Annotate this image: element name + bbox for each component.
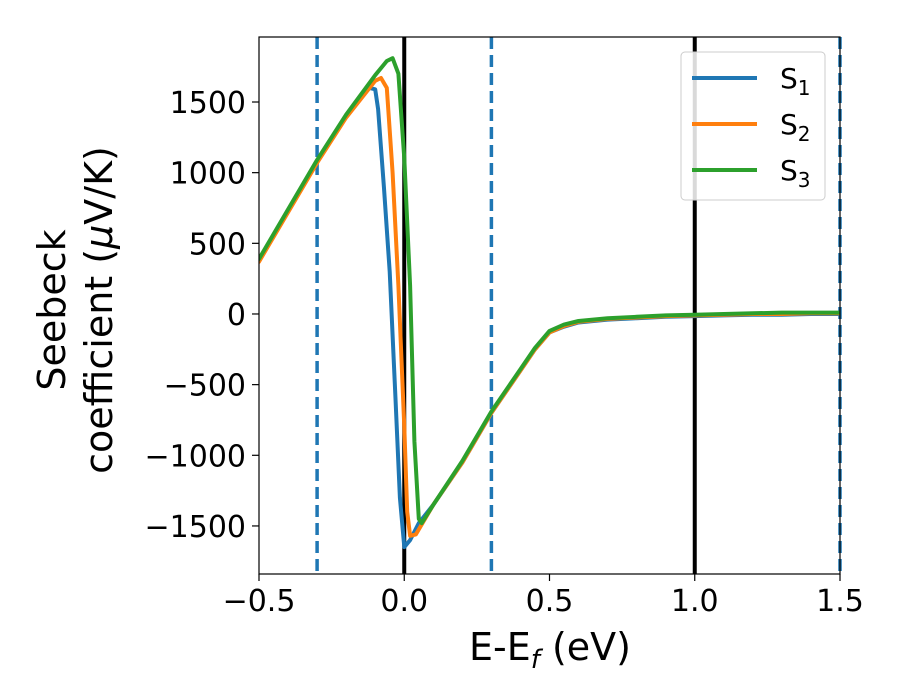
- y-tick-label: 500: [189, 227, 246, 262]
- y-tick-label: −1500: [145, 510, 246, 545]
- y-axis-title-line1: Seebeck: [30, 229, 74, 390]
- y-tick-label: −500: [164, 369, 246, 404]
- y-axis-ticks: −1500 −1000 −500 0 500 1000 1500: [145, 86, 259, 545]
- x-tick-label: 0.5: [526, 584, 574, 619]
- y-tick-label: 1500: [170, 86, 246, 121]
- x-tick-label: 0.0: [380, 584, 428, 619]
- x-axis-title: E-Ef (eV): [469, 625, 631, 675]
- y-axis-title-line2: coefficient (μV/K): [77, 146, 121, 474]
- legend-label-s3: S3: [780, 154, 811, 192]
- legend: S1 S2 S3: [680, 51, 826, 201]
- x-tick-label: −0.5: [223, 584, 296, 619]
- x-tick-label: 1.5: [816, 584, 864, 619]
- series-lines: [259, 56, 840, 550]
- legend-label-s1: S1: [780, 62, 811, 100]
- y-tick-label: 0: [227, 298, 246, 333]
- series-line-s3: [259, 56, 840, 526]
- y-tick-label: 1000: [170, 157, 246, 192]
- x-axis-ticks: −0.5 0.0 0.5 1.0 1.5: [223, 574, 864, 619]
- legend-label-s2: S2: [780, 108, 811, 146]
- x-tick-label: 1.0: [671, 584, 719, 619]
- y-tick-label: −1000: [145, 439, 246, 474]
